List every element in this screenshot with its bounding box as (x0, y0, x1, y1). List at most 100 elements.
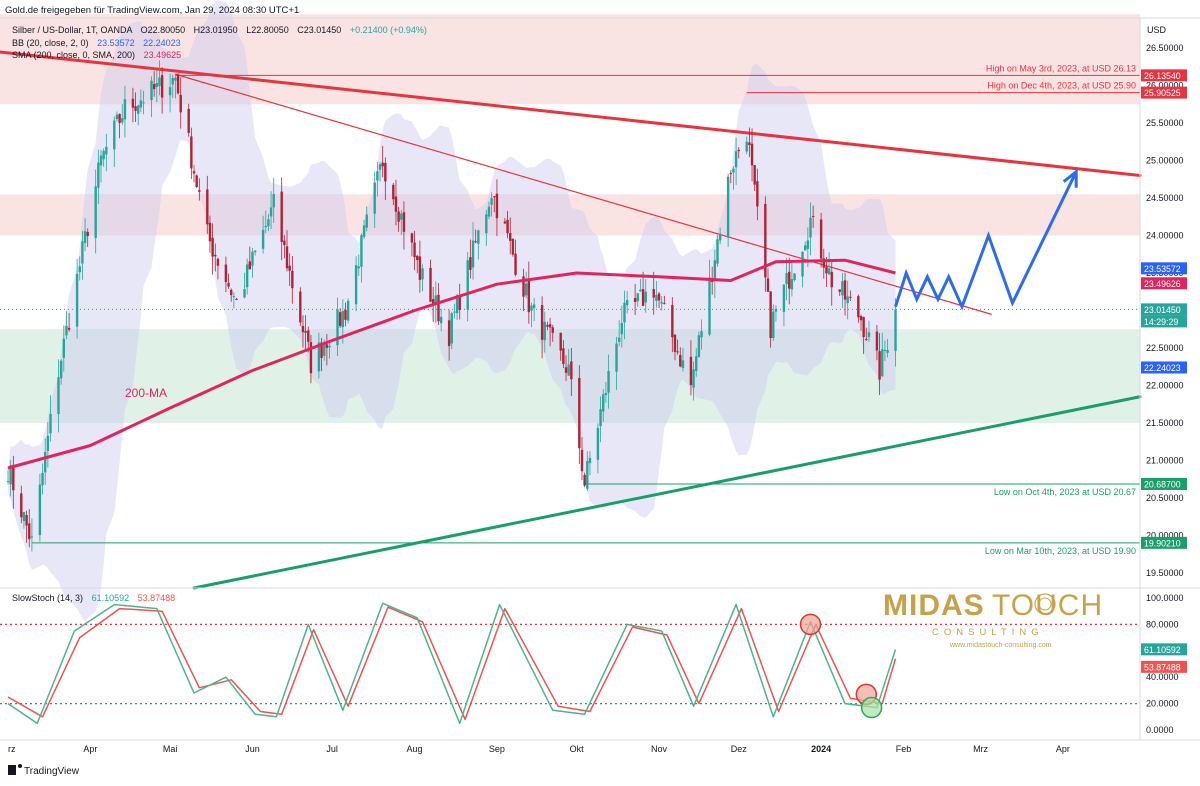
candle-body[interactable] (692, 369, 695, 388)
candle-body[interactable] (192, 171, 196, 174)
candle-body[interactable] (602, 394, 605, 412)
candle-body[interactable] (115, 114, 119, 120)
candle-body[interactable] (588, 457, 592, 464)
candle-body[interactable] (344, 309, 347, 320)
candle-body[interactable] (756, 181, 759, 207)
candle-body[interactable] (450, 313, 453, 344)
candle-body[interactable] (803, 245, 807, 251)
candle-body[interactable] (811, 215, 815, 217)
candle-body[interactable] (596, 427, 600, 460)
candle-body[interactable] (431, 299, 435, 304)
candle-body[interactable] (261, 229, 265, 249)
candle-body[interactable] (801, 251, 804, 277)
candle-body[interactable] (564, 367, 568, 373)
candle-body[interactable] (769, 291, 772, 338)
candle-body[interactable] (134, 106, 137, 111)
candle-body[interactable] (607, 371, 610, 393)
candle-body[interactable] (679, 354, 682, 367)
candle-body[interactable] (28, 523, 31, 540)
candle-body[interactable] (862, 316, 865, 338)
candle-body[interactable] (681, 360, 685, 369)
candle-body[interactable] (365, 214, 368, 228)
candle-body[interactable] (865, 338, 868, 341)
candle-body[interactable] (309, 342, 313, 374)
candle-body[interactable] (323, 345, 326, 356)
candle-body[interactable] (131, 98, 135, 108)
candle-body[interactable] (253, 250, 257, 253)
candle-body[interactable] (729, 173, 732, 175)
candle-body[interactable] (524, 283, 528, 296)
candle-body[interactable] (86, 231, 89, 237)
candle-body[interactable] (586, 461, 589, 489)
candle-body[interactable] (599, 409, 602, 427)
candle-body[interactable] (838, 289, 841, 292)
candle-body[interactable] (360, 235, 363, 267)
candle-body[interactable] (578, 377, 581, 449)
candle-body[interactable] (567, 364, 570, 376)
candle-body[interactable] (362, 225, 366, 237)
candle-body[interactable] (429, 267, 432, 302)
candle-body[interactable] (142, 102, 145, 104)
candle-body[interactable] (121, 118, 124, 123)
candle-body[interactable] (357, 266, 360, 269)
candle-body[interactable] (346, 300, 350, 321)
candle-body[interactable] (105, 146, 108, 155)
candle-body[interactable] (633, 298, 637, 303)
candle-body[interactable] (301, 326, 305, 333)
candle-body[interactable] (38, 484, 42, 536)
candle-body[interactable] (753, 165, 756, 185)
candle-body[interactable] (580, 449, 584, 472)
candle-body[interactable] (825, 266, 828, 274)
candle-body[interactable] (514, 253, 517, 275)
candle-body[interactable] (376, 171, 379, 181)
candle-body[interactable] (152, 84, 156, 90)
candle-body[interactable] (176, 74, 180, 94)
candle-body[interactable] (267, 219, 270, 227)
candle-body[interactable] (99, 155, 103, 166)
candle-body[interactable] (886, 350, 889, 353)
candle-body[interactable] (171, 77, 174, 85)
candle-body[interactable] (562, 348, 565, 365)
candle-body[interactable] (522, 276, 525, 297)
candle-body[interactable] (41, 472, 44, 486)
candle-body[interactable] (20, 493, 23, 518)
candle-body[interactable] (338, 312, 342, 326)
candle-body[interactable] (264, 225, 267, 228)
candle-body[interactable] (772, 311, 775, 339)
candle-body[interactable] (734, 151, 738, 168)
candle-body[interactable] (373, 182, 376, 214)
candle-body[interactable] (790, 279, 794, 290)
candle-body[interactable] (413, 242, 416, 258)
candle-body[interactable] (137, 105, 140, 114)
candle-body[interactable] (354, 265, 358, 305)
candle-body[interactable] (737, 149, 740, 152)
candle-body[interactable] (745, 141, 748, 152)
candle-body[interactable] (453, 311, 456, 313)
candle-body[interactable] (623, 302, 626, 323)
candle-body[interactable] (615, 343, 618, 372)
candle-body[interactable] (214, 254, 217, 257)
candle-body[interactable] (224, 264, 228, 283)
candle-body[interactable] (466, 260, 469, 310)
candle-body[interactable] (750, 143, 754, 166)
candle-body[interactable] (644, 291, 647, 303)
candle-body[interactable] (245, 264, 249, 288)
candle-body[interactable] (320, 342, 323, 358)
candle-body[interactable] (394, 196, 398, 212)
candle-body[interactable] (636, 293, 639, 302)
candle-body[interactable] (511, 238, 515, 255)
candle-body[interactable] (227, 282, 230, 287)
candle-body[interactable] (540, 305, 544, 340)
candle-body[interactable] (25, 515, 28, 526)
candle-body[interactable] (44, 451, 47, 473)
candle-body[interactable] (660, 301, 663, 304)
candle-body[interactable] (822, 258, 825, 268)
candle-body[interactable] (155, 83, 159, 87)
candle-body[interactable] (299, 291, 302, 323)
candle-body[interactable] (793, 273, 796, 281)
candle-body[interactable] (657, 293, 661, 301)
candle-body[interactable] (208, 222, 212, 242)
candle-body[interactable] (485, 214, 488, 234)
candle-body[interactable] (307, 330, 310, 342)
